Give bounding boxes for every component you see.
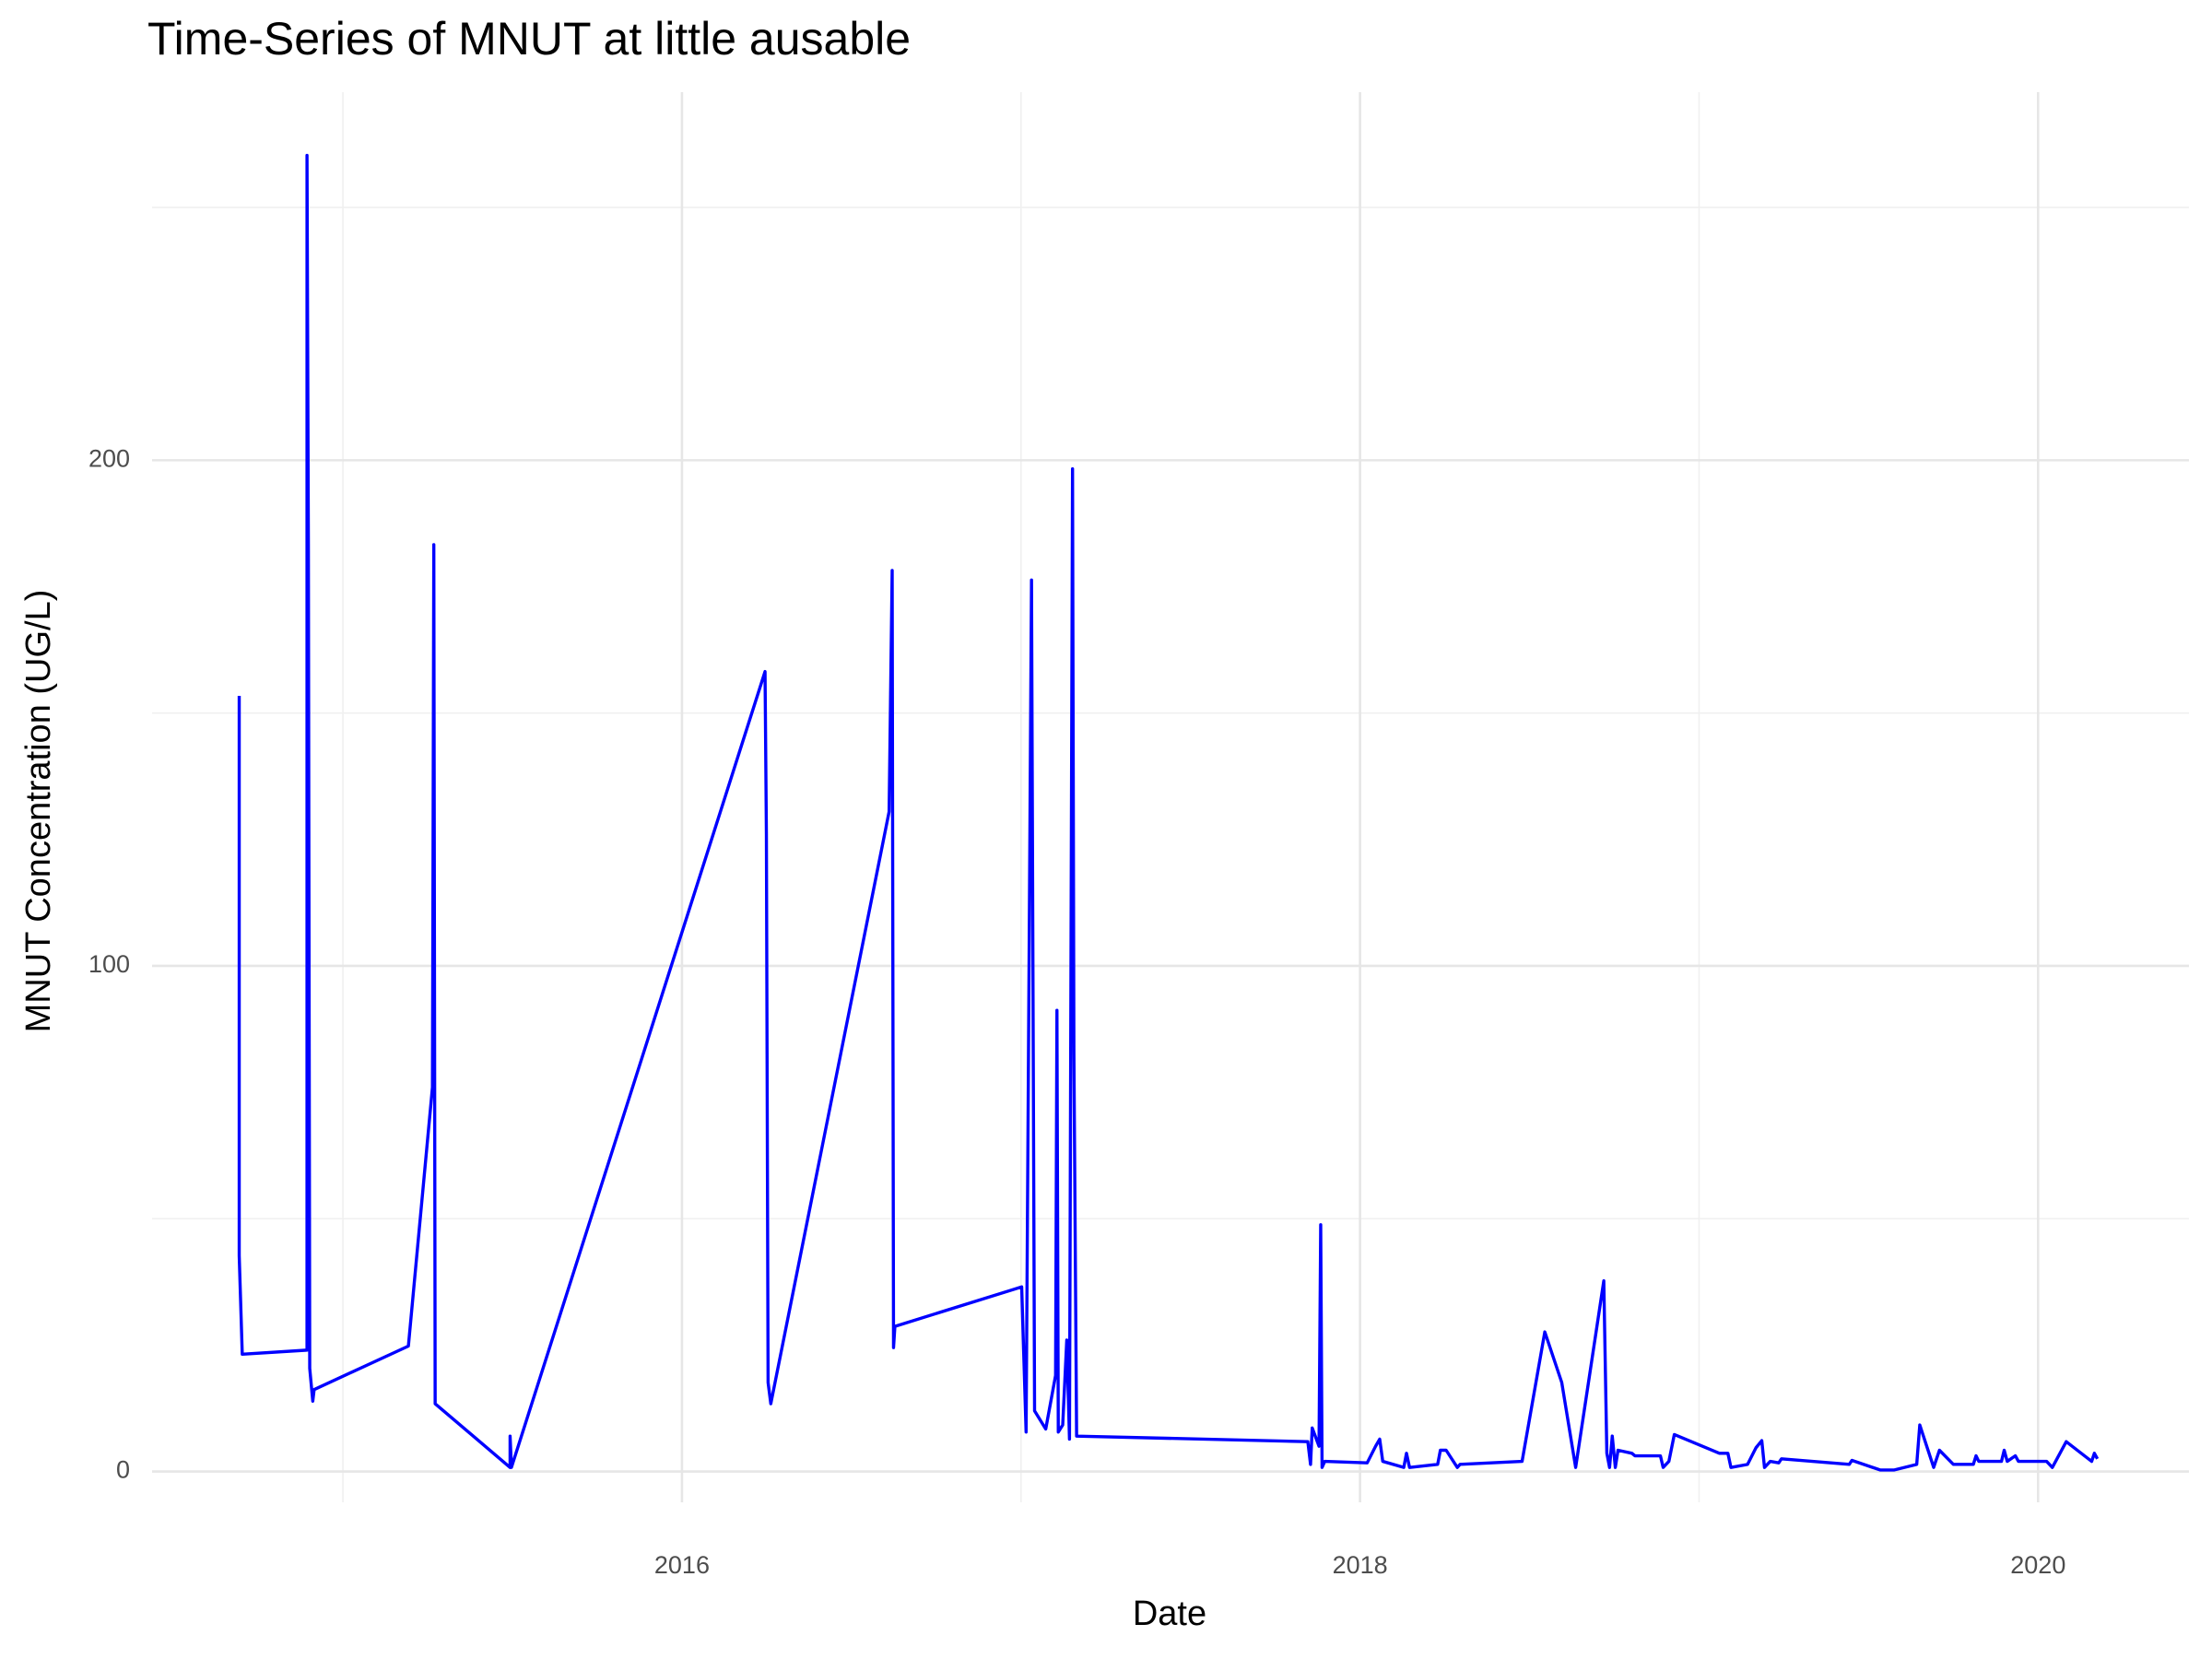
y-tick-label: 100 — [88, 950, 130, 978]
y-tick-label: 0 — [116, 1456, 130, 1484]
data-line — [237, 153, 2100, 1472]
grid — [152, 92, 2189, 1502]
chart-title: Time-Series of MNUT at little ausable — [147, 13, 911, 65]
x-tick-label: 2018 — [1333, 1551, 1388, 1579]
y-tick-label: 200 — [88, 444, 130, 472]
x-tick-label: 2016 — [654, 1551, 710, 1579]
y-axis-title: MNUT Concentration (UG/L) — [19, 590, 58, 1033]
x-tick-label: 2020 — [2010, 1551, 2065, 1579]
x-axis-title: Date — [1133, 1594, 1206, 1633]
